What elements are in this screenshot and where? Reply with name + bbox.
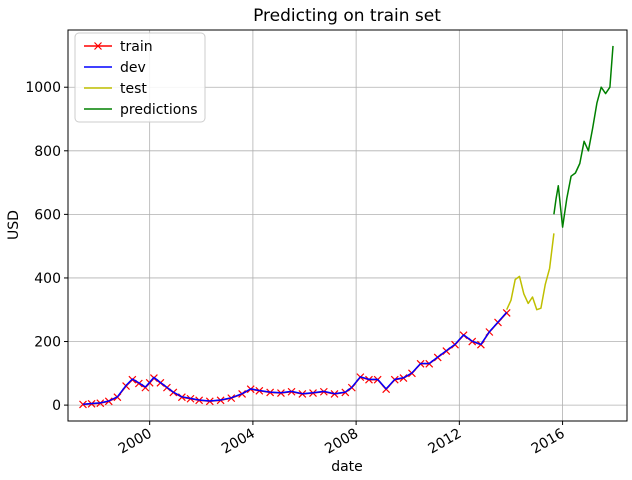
y-tick-label: 600 — [34, 207, 61, 223]
series-predictions — [553, 45, 614, 228]
legend-item-predictions: predictions — [84, 102, 198, 118]
series-dev — [82, 311, 508, 405]
y-tick-label: 400 — [34, 271, 61, 287]
legend-marker — [94, 42, 102, 50]
x-tick-label: 2004 — [219, 426, 258, 458]
series-line-predictions — [553, 45, 614, 228]
series-train — [79, 308, 511, 409]
legend-label: dev — [120, 60, 146, 76]
y-tick-label: 800 — [34, 144, 61, 160]
y-tick-label: 1000 — [25, 80, 61, 96]
legend-label: train — [120, 39, 153, 55]
data-point-train — [79, 400, 87, 409]
series-line-test — [506, 233, 555, 311]
y-tick-label: 200 — [34, 335, 61, 351]
y-tick-label: 0 — [52, 398, 61, 414]
x-axis-label: date — [331, 459, 363, 475]
x-tick-label: 2000 — [116, 426, 155, 458]
y-axis-label: USD — [6, 210, 22, 240]
chart-title: Predicting on train set — [253, 6, 441, 26]
x-tick-label: 2012 — [425, 426, 464, 458]
series-line-dev — [82, 311, 508, 405]
legend-label: test — [120, 81, 147, 97]
x-tick-label: 2008 — [322, 426, 361, 458]
series-test — [506, 233, 555, 311]
series-line-train — [82, 312, 508, 406]
x-tick-label: 2016 — [529, 426, 568, 458]
legend-item-test: test — [84, 81, 147, 97]
plot-frame — [67, 29, 628, 422]
legend-item-dev: dev — [84, 60, 146, 76]
legend-label: predictions — [120, 102, 198, 118]
legend-item-train: train — [84, 39, 153, 55]
legend: train dev test predictions — [74, 32, 206, 123]
series-layer — [79, 45, 614, 409]
legend-box — [74, 32, 206, 123]
